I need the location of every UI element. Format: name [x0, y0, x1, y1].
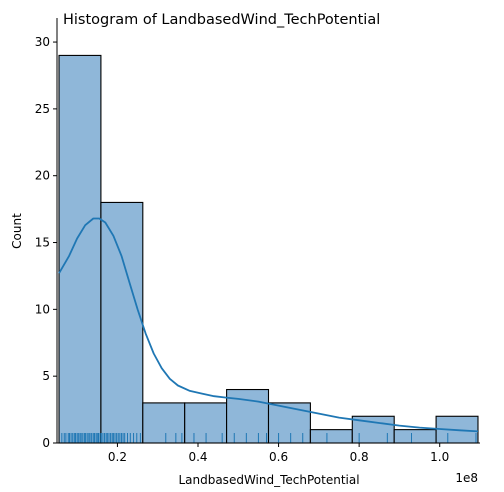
- chart-title: Histogram of LandbasedWind_TechPotential: [63, 12, 380, 28]
- x-tick-label: 0.8: [350, 450, 369, 464]
- x-tick-label: 0.4: [188, 450, 207, 464]
- histogram-bar: [142, 402, 186, 444]
- y-tick-label: 20: [35, 169, 50, 183]
- x-tick-label: 0.6: [269, 450, 288, 464]
- y-tick-label: 10: [35, 302, 50, 316]
- x-axis-label: LandbasedWind_TechPotential: [178, 473, 359, 487]
- histogram-bars: [58, 54, 479, 444]
- histogram-bar: [58, 54, 102, 444]
- y-axis-ticks: 0 5 10 15 20 25 30: [35, 35, 57, 450]
- y-tick-label: 25: [35, 102, 50, 116]
- histogram-bar: [393, 429, 437, 444]
- x-tick-label: 1.0: [430, 450, 449, 464]
- rug-marks: [61, 433, 477, 443]
- kde-curve: [58, 217, 479, 433]
- y-tick-label: 0: [42, 436, 50, 450]
- x-tick-label: 0.2: [108, 450, 127, 464]
- histogram-bar: [100, 201, 144, 444]
- x-axis-ticks: 0.2 0.4 0.6 0.8 1.0: [108, 443, 449, 464]
- y-tick-label: 15: [35, 236, 50, 250]
- x-axis-offset-label: 1e8: [455, 471, 478, 485]
- histogram-bar: [267, 402, 311, 444]
- y-axis-label: Count: [10, 213, 24, 249]
- histogram-bar: [309, 429, 353, 444]
- y-tick-label: 5: [42, 369, 50, 383]
- y-tick-label: 30: [35, 35, 50, 49]
- kde-curve-group: [58, 217, 479, 433]
